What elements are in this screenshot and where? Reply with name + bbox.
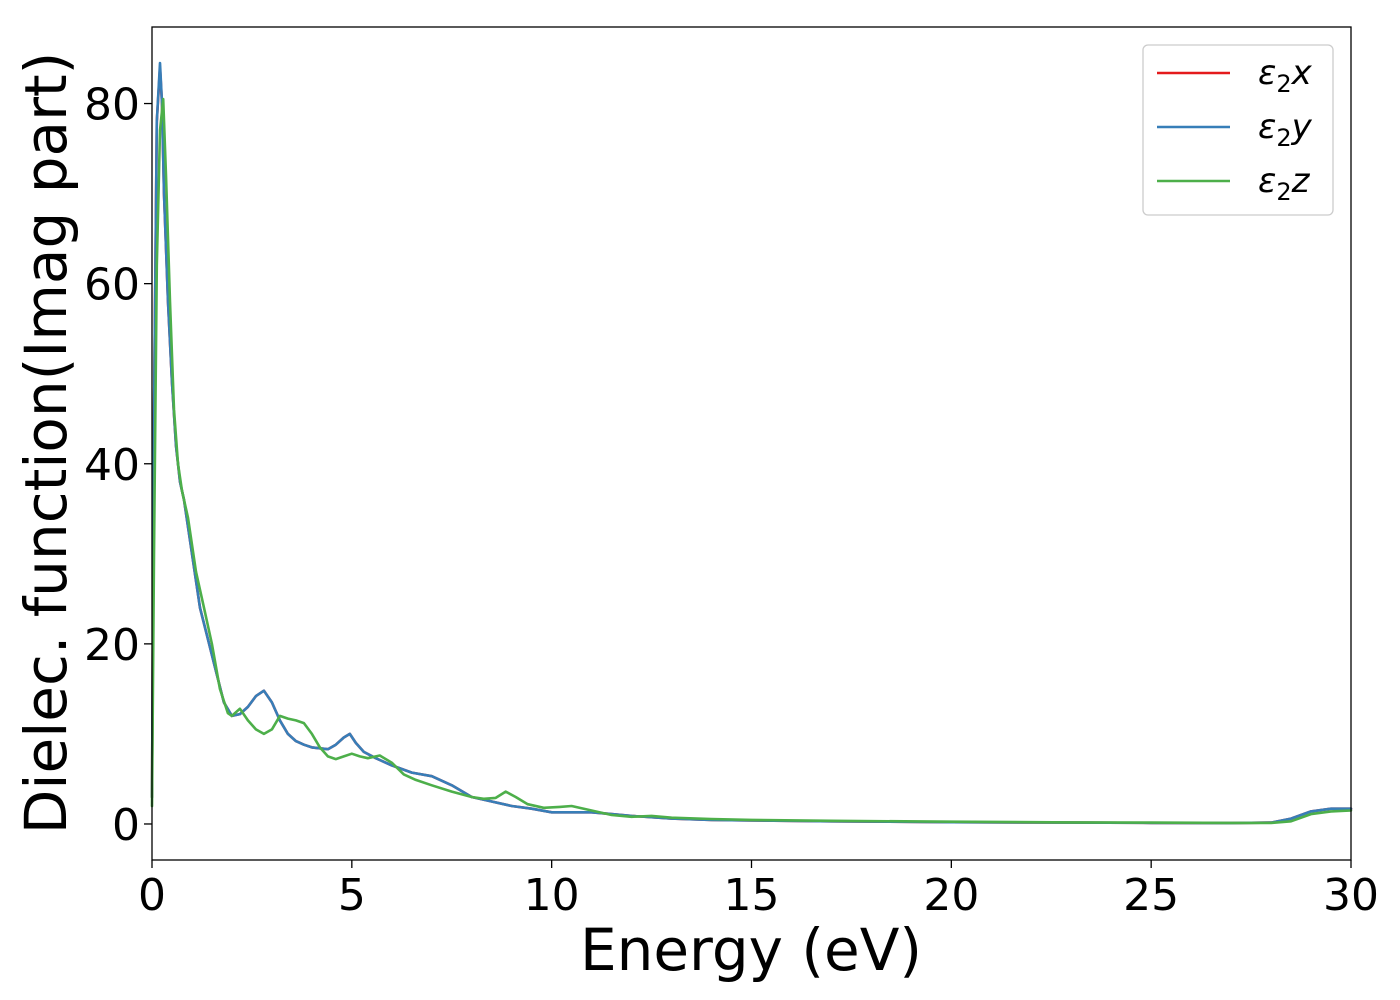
y-axis-title: Dielec. function(Imag part) (12, 52, 80, 835)
x-axis-title: Energy (eV) (580, 916, 922, 984)
y-axis-ticks: 0 20 40 60 80 (84, 80, 152, 851)
legend-label-x: ε2x (1258, 53, 1313, 98)
x-tick-label: 30 (1323, 870, 1379, 921)
x-tick-label: 20 (923, 870, 979, 921)
x-tick-label: 0 (138, 870, 166, 921)
series-layer (150, 61, 1353, 825)
y-tick-label: 80 (84, 80, 140, 131)
y-tick-label: 60 (84, 260, 140, 311)
legend-box (1142, 44, 1334, 216)
legend-label-z: ε2z (1258, 161, 1311, 206)
y-tick-label: 20 (84, 620, 140, 671)
x-tick-label: 15 (724, 870, 780, 921)
series-line-z (150, 97, 1353, 825)
y-tick-label: 0 (112, 800, 140, 851)
legend: ε2x ε2y ε2z (1142, 44, 1334, 216)
x-tick-label: 5 (338, 870, 366, 921)
legend-label-y: ε2y (1258, 107, 1313, 152)
x-axis-ticks: 0 5 10 15 20 25 30 (138, 860, 1379, 921)
x-tick-label: 10 (524, 870, 580, 921)
y-tick-label: 40 (84, 440, 140, 491)
x-tick-label: 25 (1123, 870, 1179, 921)
